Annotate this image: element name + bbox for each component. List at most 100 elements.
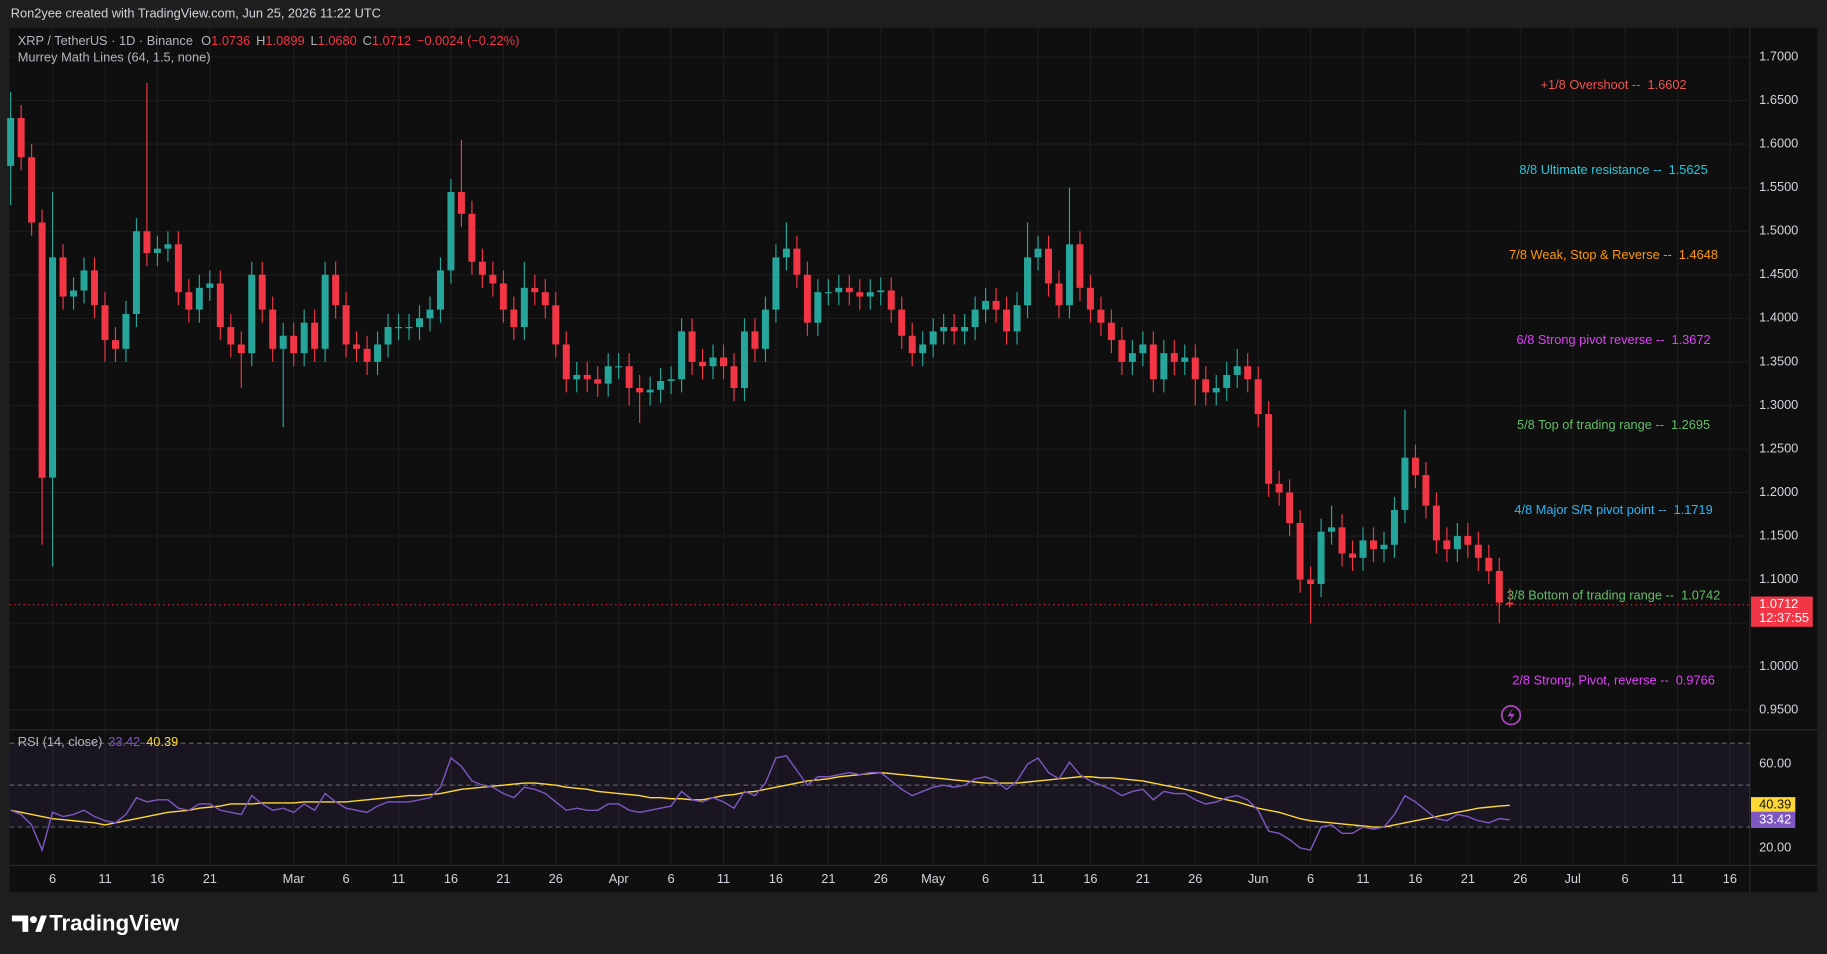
x-tick-label: 21 <box>496 871 510 886</box>
candle-body <box>803 274 811 323</box>
plot-background <box>9 27 1818 893</box>
murrey-name: 3/8 Bottom of trading range -- <box>1507 588 1674 603</box>
candle-body <box>856 292 864 297</box>
l-label: L <box>310 33 317 48</box>
candle-body <box>866 292 874 297</box>
candle-body <box>1045 248 1052 284</box>
x-tick-label: 6 <box>1307 871 1314 886</box>
l-value: 1.0680 <box>318 33 357 48</box>
rsi-tag-value: 33.42 <box>1759 811 1791 826</box>
x-tick-label: 21 <box>821 871 835 886</box>
x-tick-label: Jul <box>1565 871 1581 886</box>
candle-body <box>1223 374 1231 389</box>
candle-body <box>510 309 518 328</box>
x-tick-label: 26 <box>1188 871 1202 886</box>
x-tick-label: Apr <box>609 871 630 886</box>
candle-body <box>1317 531 1325 584</box>
candle-body <box>1506 602 1514 605</box>
rsi-line <box>10 755 1510 853</box>
candle-body <box>1181 357 1189 362</box>
candle-body <box>1411 457 1419 476</box>
x-tick-label: 21 <box>1136 871 1150 886</box>
candle-body <box>1286 492 1294 524</box>
x-tick-label: 21 <box>1461 871 1475 886</box>
y-tick-label: 1.3000 <box>1759 397 1798 412</box>
x-tick-label: 11 <box>717 871 730 886</box>
price-tag-value: 1.0712 <box>1759 596 1798 611</box>
h-value: 1.0899 <box>265 33 304 48</box>
candle-body <box>1432 505 1440 541</box>
murrey-name: +1/8 Overshoot -- <box>1541 77 1641 92</box>
candle-body <box>374 344 382 362</box>
x-tick-label: 6 <box>49 871 56 886</box>
alert-icon[interactable] <box>1500 705 1522 726</box>
candle-body <box>845 287 853 293</box>
y-tick-label: 1.7000 <box>1759 48 1798 63</box>
candle-body <box>185 292 193 310</box>
candle-body <box>541 292 549 306</box>
candle-body <box>122 313 130 349</box>
y-tick-label: 1.4500 <box>1759 266 1798 281</box>
y-tick-label: 1.5000 <box>1759 223 1798 238</box>
candle-body <box>17 118 25 158</box>
candle-body <box>1422 475 1430 506</box>
candle-body <box>583 374 591 380</box>
candle-body <box>1139 344 1147 354</box>
candle-body <box>457 192 465 214</box>
candle-body <box>91 270 98 306</box>
candle-body <box>49 257 57 478</box>
y-tick-label: 1.6000 <box>1759 136 1798 151</box>
candle-body <box>143 231 151 254</box>
candle-body <box>1275 483 1283 493</box>
x-tick-label: 16 <box>1083 871 1097 886</box>
murrey-level: +1/8 Overshoot -- 1.6602 <box>1541 77 1687 92</box>
murrey-level: 3/8 Bottom of trading range -- 1.0742 <box>1507 588 1720 603</box>
candle-body <box>740 331 748 389</box>
candle-body <box>950 327 958 332</box>
candle-body <box>342 305 350 345</box>
x-tick-label: Mar <box>283 871 306 886</box>
candle-body <box>1474 544 1482 558</box>
symbol: XRP / TetherUS · 1D · Binance <box>18 33 193 48</box>
price-tag <box>1751 596 1813 627</box>
candle-body <box>447 192 455 271</box>
candle-body <box>1464 536 1472 545</box>
x-tick-label: 11 <box>1031 871 1044 886</box>
murrey-name: 6/8 Strong pivot reverse -- <box>1517 332 1665 347</box>
candle-body <box>520 287 528 328</box>
candle-body <box>835 287 843 293</box>
candle-body <box>1170 353 1178 362</box>
murrey-level: 4/8 Major S/R pivot point -- 1.1719 <box>1514 503 1712 518</box>
candle-body <box>59 257 67 297</box>
murrey-value: 1.4648 <box>1679 247 1718 262</box>
y-tick-label: 1.2000 <box>1759 484 1798 499</box>
candle-body <box>1244 366 1252 380</box>
candle-body <box>1055 283 1063 306</box>
murrey-name: 2/8 Strong, Pivot, reverse -- <box>1512 673 1668 688</box>
murrey-value: 0.9766 <box>1676 673 1715 688</box>
candle-body <box>552 305 560 345</box>
c-label: C <box>363 33 372 48</box>
candle-body <box>1076 244 1084 288</box>
candle-body <box>1369 540 1377 550</box>
candle-body <box>227 327 235 345</box>
candle-body <box>1097 309 1105 323</box>
x-tick-label: 11 <box>98 871 111 886</box>
murrey-value: 1.2695 <box>1671 418 1710 433</box>
candle-body <box>929 331 937 345</box>
candle-body <box>898 309 906 336</box>
candle-body <box>961 327 969 332</box>
candle-body <box>290 335 298 354</box>
candle-body <box>70 290 78 297</box>
x-tick-label: 16 <box>1408 871 1422 886</box>
candle-body <box>730 366 738 389</box>
rsi-title: RSI (14, close) <box>18 735 103 750</box>
x-tick-label: 26 <box>549 871 563 886</box>
candle-body <box>1495 570 1503 603</box>
candle-body <box>499 283 507 310</box>
candle-body <box>678 331 686 380</box>
murrey-name: 8/8 Ultimate resistance -- <box>1519 162 1661 177</box>
x-tick-label: 21 <box>203 871 217 886</box>
candle-body <box>877 290 885 293</box>
